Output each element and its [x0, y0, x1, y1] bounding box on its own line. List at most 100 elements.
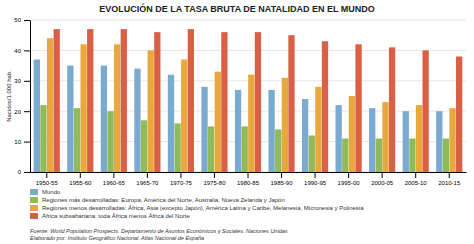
- bar: [181, 60, 187, 172]
- bar: [403, 111, 409, 172]
- bar: [242, 126, 248, 172]
- bar: [342, 139, 348, 172]
- legend-item: África subsahariana: toda África menos Á…: [30, 213, 190, 219]
- y-tick: 50: [14, 17, 30, 23]
- x-tick: 1990-95: [304, 172, 327, 186]
- bar-series: [54, 29, 463, 172]
- tick-mark: [180, 172, 181, 178]
- bar: [309, 136, 315, 172]
- tick-mark: [214, 172, 215, 178]
- legend-item: Mundo: [30, 189, 61, 195]
- bar: [47, 38, 53, 172]
- grid-line: [30, 20, 466, 21]
- plot: 010203040501950-551955-601960-651965-701…: [14, 17, 466, 186]
- bar: [456, 56, 462, 172]
- bar: [248, 75, 254, 172]
- tick-label: 1980-85: [237, 180, 260, 186]
- x-tick: 1965-70: [136, 172, 159, 186]
- bar: [449, 108, 455, 172]
- bar: [268, 90, 274, 172]
- bar: [221, 32, 227, 172]
- tick-label: 2010-15: [438, 180, 461, 186]
- bar: [107, 111, 113, 172]
- tick-label: 1965-70: [136, 180, 159, 186]
- tick-mark: [24, 81, 30, 82]
- tick-mark: [382, 172, 383, 178]
- tick-mark: [24, 50, 30, 51]
- grid-line: [30, 80, 466, 81]
- bar: [215, 72, 221, 172]
- y-tick: 20: [14, 109, 30, 115]
- legend-label: África subsahariana: toda África menos Á…: [42, 213, 190, 219]
- tick-label: 1985-90: [271, 180, 294, 186]
- tick-mark: [248, 172, 249, 178]
- tick-mark: [315, 172, 316, 178]
- x-tick: 1955-60: [69, 172, 92, 186]
- bar: [422, 50, 428, 172]
- bar: [188, 29, 194, 172]
- tick-label: 2005-10: [405, 180, 428, 186]
- x-tick: 1960-65: [103, 172, 126, 186]
- tick-mark: [348, 172, 349, 178]
- tick-mark: [24, 142, 30, 143]
- bar: [101, 66, 107, 172]
- tick-label: 10: [14, 139, 21, 145]
- title: EVOLUCIÓN DE LA TASA BRUTA DE NATALIDAD …: [99, 3, 375, 14]
- bar: [34, 60, 40, 172]
- tick-label: 0: [18, 169, 22, 175]
- bar: [369, 108, 375, 172]
- chart: EVOLUCIÓN DE LA TASA BRUTA DE NATALIDAD …: [0, 0, 474, 244]
- tick-mark: [24, 20, 30, 21]
- x-axis: 1950-55 1955-60 1960-65 1965-70 1970-75 1975-…: [31, 172, 467, 186]
- tick-mark: [449, 172, 450, 178]
- tick-mark: [46, 172, 47, 178]
- x-tick: 1980-85: [237, 172, 260, 186]
- legend-swatch: [30, 189, 38, 195]
- bar: [282, 78, 288, 172]
- legend-item: Regiones más desarrolladas: Europa, Amér…: [30, 197, 285, 203]
- bar: [349, 96, 355, 172]
- x-tick: 1950-55: [36, 172, 59, 186]
- legend-item: Regiones menos desarrolladas: África, As…: [30, 205, 364, 211]
- footnote: Fuente: World Population Prospects. Depa…: [30, 228, 288, 234]
- x-tick: 2010-15: [438, 172, 461, 186]
- bar: [80, 44, 86, 172]
- x-tick: 1975-80: [203, 172, 226, 186]
- tick-label: 30: [14, 78, 21, 84]
- tick-label: 1970-75: [170, 180, 193, 186]
- x-tick: 1995-00: [338, 172, 361, 186]
- y-tick: 10: [14, 139, 30, 145]
- bar: [121, 29, 127, 172]
- grid-line: [30, 111, 466, 112]
- tick-mark: [147, 172, 148, 178]
- grid-line: [30, 141, 466, 142]
- y-axis-title: Nacidos/1.000 hab.: [6, 70, 12, 122]
- tick-label: 1950-55: [36, 180, 59, 186]
- legend-swatch: [30, 205, 38, 211]
- bar: [255, 32, 261, 172]
- bar: [416, 105, 422, 172]
- bar: [376, 139, 382, 172]
- tick-mark: [24, 172, 30, 173]
- bar: [315, 87, 321, 172]
- bar-series: [34, 60, 443, 172]
- bar: [389, 47, 395, 172]
- bar: [336, 105, 342, 172]
- axis-line: [30, 21, 31, 173]
- legend-label: Regiones más desarrolladas: Europa, Amér…: [42, 197, 285, 203]
- x-tick: 2000-05: [371, 172, 394, 186]
- bar: [208, 126, 214, 172]
- bar-series: [47, 38, 456, 172]
- bar: [288, 35, 294, 172]
- tick-mark: [281, 172, 282, 178]
- legend: Mundo Regiones más desarrolladas: Europa,…: [30, 189, 364, 219]
- bar: [67, 66, 73, 172]
- tick-label: 1955-60: [69, 180, 92, 186]
- bar: [443, 139, 449, 172]
- tick-mark: [415, 172, 416, 178]
- x-tick: 1985-90: [271, 172, 294, 186]
- x-tick: 1970-75: [170, 172, 193, 186]
- y-tick: 0: [18, 169, 30, 175]
- tick-label: 1960-65: [103, 180, 126, 186]
- bar: [74, 108, 80, 172]
